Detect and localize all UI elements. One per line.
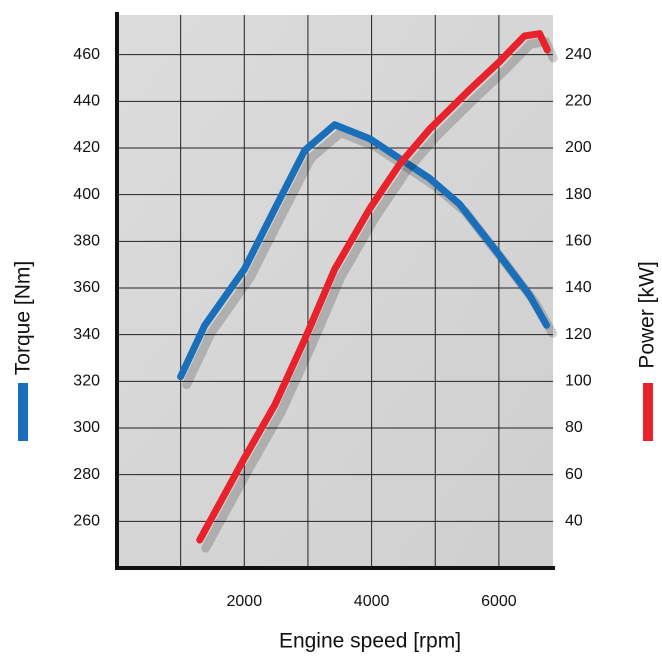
line-shadow <box>201 37 558 553</box>
y-tick-label: 440 <box>73 93 100 110</box>
y-tick-label: 400 <box>73 186 100 203</box>
y2-tick-label: 80 <box>565 419 583 436</box>
y-tick-label: 300 <box>73 419 100 436</box>
y2-tick-label: 220 <box>565 93 592 110</box>
y2-tick-label: 180 <box>565 186 592 203</box>
y2-tick-label: 240 <box>565 46 592 63</box>
y2-tick-label: 120 <box>565 326 592 343</box>
y-tick-label: 460 <box>73 46 100 63</box>
y-tick-label: 320 <box>73 373 100 390</box>
y-axis-label: Torque [Nm] <box>12 261 35 375</box>
y2-tick-label: 60 <box>565 466 583 483</box>
legend-swatch <box>18 383 28 441</box>
line <box>196 30 551 544</box>
y2-tick-label: 200 <box>565 139 592 156</box>
y-tick-label: 340 <box>73 326 100 343</box>
y2-tick-label: 100 <box>565 373 592 390</box>
x-axis-label: Engine speed [rpm] <box>279 630 461 653</box>
y2-tick-label: 160 <box>565 233 592 250</box>
y-tick-label: 380 <box>73 233 100 250</box>
y-tick-label: 420 <box>73 139 100 156</box>
x-tick-label: 6000 <box>481 593 517 610</box>
y2-tick-label: 140 <box>565 279 592 296</box>
y2-axis-label: Power [kW] <box>636 261 659 368</box>
x-tick-label: 2000 <box>227 593 263 610</box>
y-tick-label: 280 <box>73 466 100 483</box>
x-tick-label: 4000 <box>354 593 390 610</box>
plot-area <box>117 15 553 568</box>
y-tick-label: 260 <box>73 513 100 530</box>
y2-tick-label: 40 <box>565 513 583 530</box>
line <box>177 121 551 381</box>
y-tick-label: 360 <box>73 279 100 296</box>
legend-swatch <box>643 383 653 441</box>
